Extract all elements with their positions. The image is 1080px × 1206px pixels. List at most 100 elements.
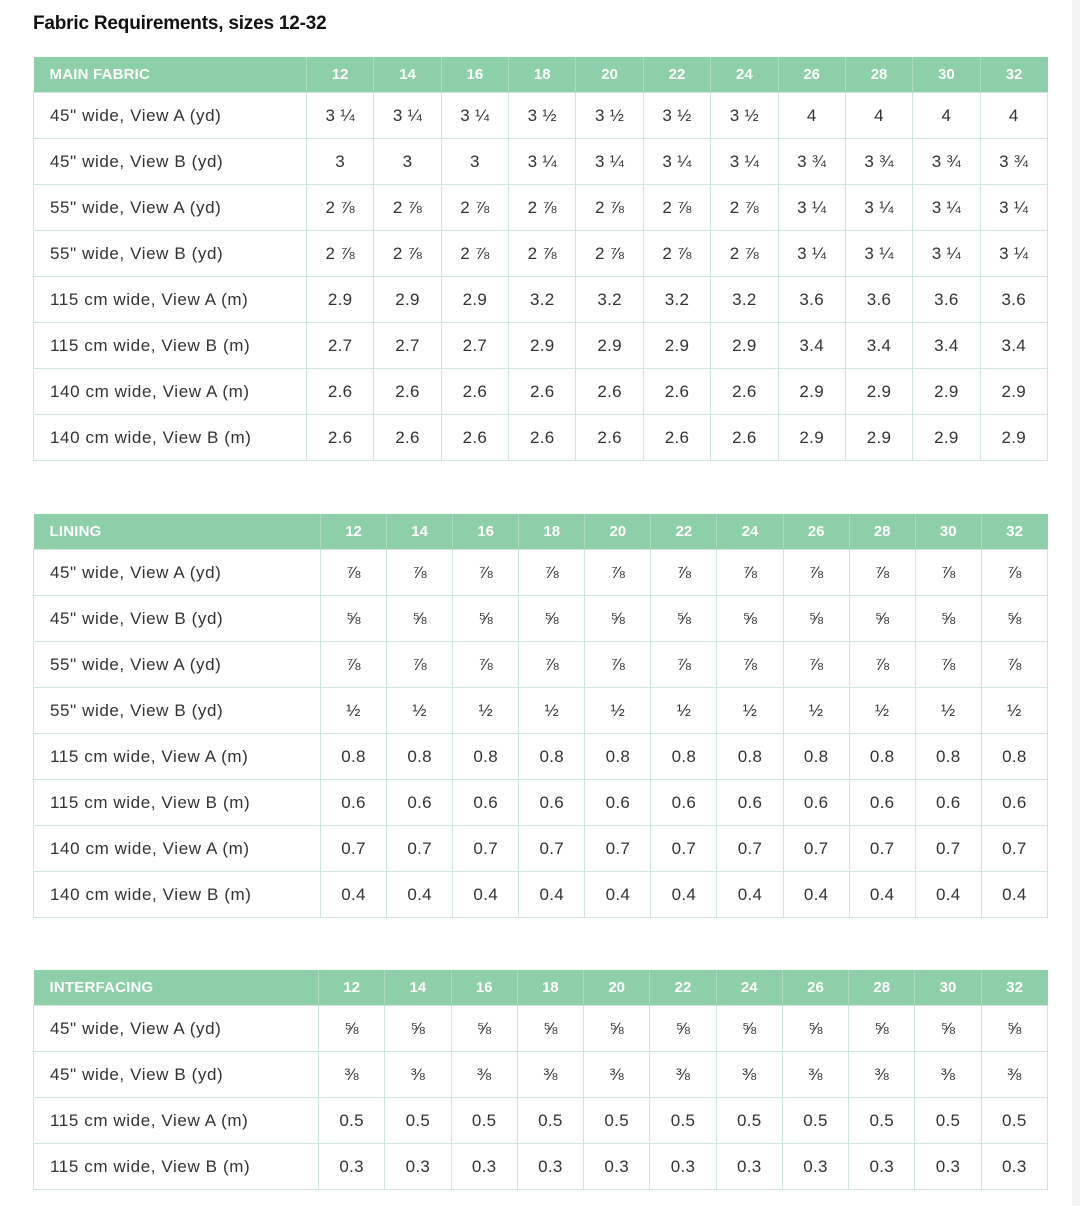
value-cell: 3 ¼ [979, 230, 1049, 277]
value-cell: 0.8 [782, 733, 850, 780]
value-cell: 0.7 [650, 825, 718, 872]
row-label: 45" wide, View B (yd) [33, 1051, 319, 1098]
value-cell: ⅝ [584, 595, 652, 642]
value-cell: 2.6 [440, 414, 510, 461]
value-cell: ⅞ [980, 549, 1049, 596]
table-row: 55" wide, View B (yd) ½ ½ ½ ½ ½ ½ ½ ½ ½ ½ ½ [33, 687, 1049, 734]
value-cell: ⅝ [980, 595, 1049, 642]
value-cell: 2.7 [305, 322, 375, 369]
table-header-row: MAIN FABRIC 12 14 16 18 20 22 24 26 28 30 32 [33, 57, 1048, 93]
size-header: 26 [782, 514, 850, 550]
value-cell: ⅝ [914, 595, 982, 642]
value-cell: 3 ¼ [710, 138, 779, 185]
value-cell: 2 ⅞ [373, 184, 442, 231]
size-header: 14 [386, 514, 453, 550]
value-cell: 2.6 [305, 368, 375, 415]
value-cell: 2 ⅞ [575, 184, 644, 231]
row-label: 115 cm wide, View A (m) [33, 733, 321, 780]
value-cell: 0.3 [781, 1143, 850, 1190]
page-title: Fabric Requirements, sizes 12-32 [33, 13, 327, 34]
value-cell: 0.8 [518, 733, 586, 780]
table-row: 140 cm wide, View A (m) 0.7 0.7 0.7 0.7 0.7 0.… [33, 825, 1049, 872]
value-cell: 0.3 [980, 1143, 1049, 1190]
value-cell: ⅞ [386, 641, 454, 688]
table-header-row: INTERFACING 12 14 16 18 20 22 24 26 28 30 32 [33, 970, 1048, 1006]
size-header: 32 [980, 970, 1048, 1006]
value-cell: ⅜ [914, 1051, 982, 1098]
value-cell: 2 ⅞ [642, 230, 712, 277]
size-header: 20 [575, 57, 644, 93]
value-cell: 0.5 [914, 1097, 982, 1144]
value-cell: 0.7 [518, 825, 586, 872]
value-cell: ⅝ [452, 595, 520, 642]
value-cell: ⅞ [319, 549, 388, 596]
size-header: 12 [317, 970, 385, 1006]
value-cell: 2.9 [508, 322, 577, 369]
row-label: 115 cm wide, View A (m) [33, 276, 307, 323]
value-cell: 0.4 [584, 871, 652, 918]
size-header: 30 [912, 57, 981, 93]
size-header: 28 [848, 970, 915, 1006]
value-cell: 2 ⅞ [642, 184, 712, 231]
value-cell: ⅞ [716, 641, 784, 688]
value-cell: 0.4 [319, 871, 388, 918]
value-cell: 0.7 [782, 825, 850, 872]
value-cell: 2 ⅞ [710, 230, 779, 277]
value-cell: 0.5 [384, 1097, 452, 1144]
table-heading: INTERFACING [33, 970, 319, 1006]
value-cell: 4 [777, 92, 846, 139]
value-cell: ⅞ [914, 641, 982, 688]
lining-table: LINING 12 14 16 18 20 22 24 26 28 30 32 45" wide, V… [33, 514, 1049, 918]
value-cell: 0.5 [980, 1097, 1049, 1144]
value-cell: ½ [584, 687, 652, 734]
table-row: 115 cm wide, View B (m) 2.7 2.7 2.7 2.9 2.9 2.… [33, 322, 1049, 369]
value-cell: ⅜ [848, 1051, 916, 1098]
value-cell: ⅜ [781, 1051, 850, 1098]
value-cell: ⅝ [384, 1005, 452, 1052]
value-cell: 2.6 [508, 414, 577, 461]
value-cell: 2.7 [440, 322, 510, 369]
value-cell: 0.7 [848, 825, 916, 872]
table-row: 115 cm wide, View B (m) 0.6 0.6 0.6 0.6 0.6 0.… [33, 779, 1049, 826]
table-row: 45" wide, View A (yd) ⅝ ⅝ ⅝ ⅝ ⅝ ⅝ ⅝ ⅝ ⅝ ⅝ ⅝ [33, 1005, 1049, 1052]
value-cell: 0.3 [516, 1143, 585, 1190]
value-cell: 3 ¼ [508, 138, 577, 185]
value-cell: 3 ¼ [844, 184, 914, 231]
value-cell: 0.5 [516, 1097, 585, 1144]
value-cell: ⅞ [452, 641, 520, 688]
value-cell: ⅝ [848, 1005, 916, 1052]
value-cell: ⅞ [319, 641, 388, 688]
value-cell: 3.6 [844, 276, 914, 323]
value-cell: 2.9 [710, 322, 779, 369]
size-header: 28 [844, 57, 913, 93]
table-row: 115 cm wide, View A (m) 2.9 2.9 2.9 3.2 3.2 3.… [33, 276, 1049, 323]
value-cell: 2.6 [575, 414, 644, 461]
value-cell: 0.3 [450, 1143, 518, 1190]
value-cell: 0.4 [386, 871, 454, 918]
value-cell: 0.4 [980, 871, 1049, 918]
value-cell: 2 ⅞ [710, 184, 779, 231]
value-cell: 2 ⅞ [508, 230, 577, 277]
value-cell: 0.3 [583, 1143, 651, 1190]
value-cell: ⅞ [584, 641, 652, 688]
row-label: 45" wide, View A (yd) [33, 1005, 319, 1052]
size-header: 18 [516, 970, 584, 1006]
table-header-row: LINING 12 14 16 18 20 22 24 26 28 30 32 [33, 514, 1048, 550]
row-label: 55" wide, View A (yd) [33, 641, 321, 688]
value-cell: 0.5 [450, 1097, 518, 1144]
size-header: 16 [450, 970, 518, 1006]
value-cell: ½ [980, 687, 1049, 734]
value-cell: 0.6 [518, 779, 586, 826]
value-cell: 2.9 [305, 276, 375, 323]
value-cell: 0.5 [715, 1097, 783, 1144]
row-label: 55" wide, View B (yd) [33, 687, 321, 734]
size-header: 22 [650, 514, 717, 550]
interfacing-table: INTERFACING 12 14 16 18 20 22 24 26 28 30 32 45" wi… [33, 970, 1049, 1190]
table-heading: MAIN FABRIC [33, 57, 307, 93]
value-cell: ⅝ [782, 595, 850, 642]
value-cell: ⅜ [583, 1051, 651, 1098]
value-cell: 3 ¼ [373, 92, 442, 139]
value-cell: ⅝ [583, 1005, 651, 1052]
size-header: 32 [980, 514, 1048, 550]
